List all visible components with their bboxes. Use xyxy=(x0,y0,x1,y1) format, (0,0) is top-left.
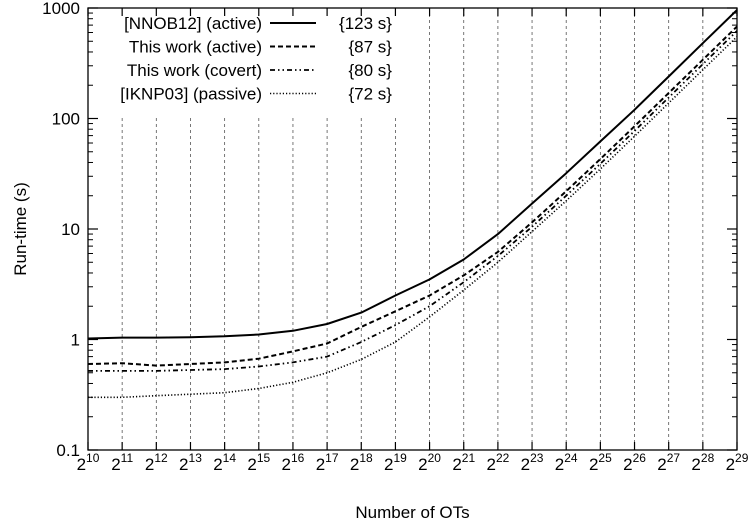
x-tick-label: 214 xyxy=(213,451,236,474)
x-tick-label: 223 xyxy=(521,451,544,474)
legend-entry-label: This work (active) xyxy=(129,38,262,57)
x-tick-label: 220 xyxy=(418,451,441,474)
x-tick-label: 217 xyxy=(316,451,339,474)
y-axis-title: Run-time (s) xyxy=(11,182,30,276)
y-tick-label: 100 xyxy=(52,110,80,129)
series-line-1 xyxy=(87,25,738,367)
series-line-2 xyxy=(88,30,738,372)
legend-entry-time: {87 s} xyxy=(349,38,393,57)
y-tick-label: 1 xyxy=(71,331,80,350)
x-axis-title: Number of OTs xyxy=(355,503,469,522)
y-axis-ticks: 0.1 1 10 100 1000 xyxy=(42,0,737,460)
y-tick-label: 10 xyxy=(61,220,80,239)
x-tick-label: 224 xyxy=(555,451,578,474)
x-tick-label: 227 xyxy=(657,451,680,474)
x-tick-label: 213 xyxy=(179,451,202,474)
legend-entry-time: {72 s} xyxy=(349,85,393,104)
legend-entry-time: {123 s} xyxy=(339,14,392,33)
x-tick-label: 210 xyxy=(77,451,100,474)
x-tick-label: 212 xyxy=(145,451,168,474)
legend-entry-label: [NNOB12] (active) xyxy=(124,14,262,33)
x-tick-label: 219 xyxy=(384,451,407,474)
legend-background xyxy=(88,8,398,118)
vertical-grid xyxy=(121,8,704,450)
x-tick-label: 229 xyxy=(726,451,749,474)
legend-entry-time: {80 s} xyxy=(349,61,393,80)
series-lines xyxy=(87,9,738,399)
x-tick-label: 211 xyxy=(111,451,133,474)
x-tick-label: 225 xyxy=(589,451,612,474)
x-tick-label: 215 xyxy=(247,451,270,474)
x-axis-ticks: 210 211 212 213 214 215 216 217 218 219 220 221 222 2… xyxy=(77,8,749,474)
series-line-0 xyxy=(87,9,738,340)
legend: [NNOB12] (active) {123 s} This work (activ… xyxy=(88,8,398,118)
x-tick-label: 228 xyxy=(691,451,714,474)
x-tick-label: 218 xyxy=(350,451,373,474)
x-tick-label: 226 xyxy=(623,451,646,474)
y-tick-label: 1000 xyxy=(42,0,80,18)
x-tick-label: 221 xyxy=(452,451,475,474)
series-line-3 xyxy=(88,36,738,399)
legend-entry-label: This work (covert) xyxy=(127,61,262,80)
x-tick-label: 216 xyxy=(282,451,305,474)
x-tick-label: 222 xyxy=(486,451,509,474)
y-tick-label: 0.1 xyxy=(56,441,80,460)
legend-entry-label: [IKNP03] (passive) xyxy=(120,85,262,104)
